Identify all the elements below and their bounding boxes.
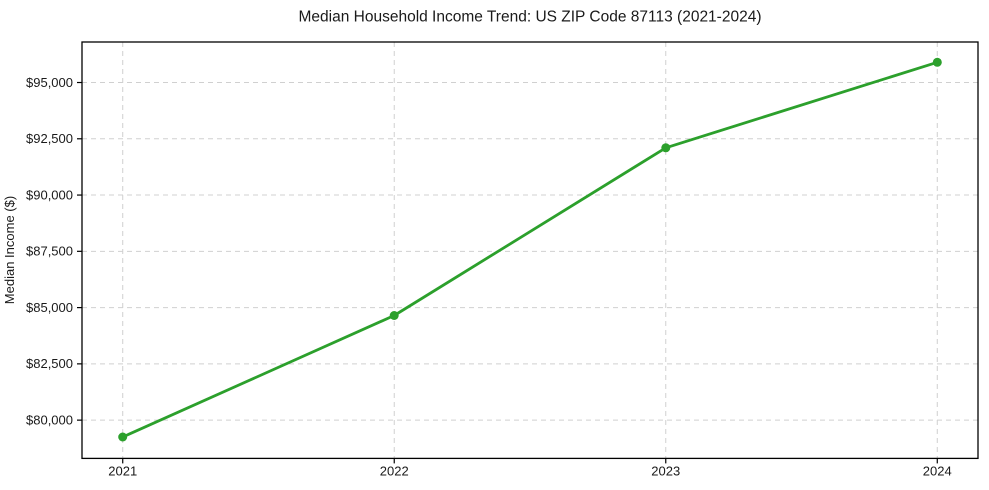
x-tick-label: 2023 (651, 463, 680, 478)
grid-layer (82, 42, 978, 459)
y-tick-label: $95,000 (26, 75, 73, 90)
y-tick-label: $82,500 (26, 356, 73, 371)
y-tick-label: $90,000 (26, 187, 73, 202)
y-tick-label: $85,000 (26, 300, 73, 315)
y-tick-label: $92,500 (26, 131, 73, 146)
x-tick-label: 2022 (380, 463, 409, 478)
data-series-layer (118, 57, 942, 442)
chart-title: Median Household Income Trend: US ZIP Co… (299, 9, 762, 26)
plot-border (81, 41, 979, 460)
data-point-marker (661, 143, 671, 153)
y-tick-label: $80,000 (26, 412, 73, 427)
axes-layer: $80,000 $82,500 $85,000 $87,500 $90,000 $92,5… (26, 41, 979, 478)
x-tick-label: 2024 (923, 463, 952, 478)
y-axis-label: Median Income ($) (2, 196, 17, 304)
data-point-marker (389, 311, 399, 320)
trend-line (121, 60, 939, 439)
x-tick-label: 2021 (108, 463, 137, 478)
y-tick-label: $87,500 (26, 244, 73, 259)
data-point-marker (118, 432, 128, 442)
data-point-marker (932, 57, 942, 67)
